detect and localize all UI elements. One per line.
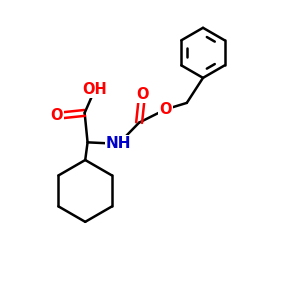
Text: NH: NH [106, 136, 131, 151]
Text: O: O [159, 102, 172, 117]
Text: OH: OH [82, 82, 107, 97]
Text: O: O [50, 108, 63, 123]
Text: O: O [136, 87, 148, 102]
